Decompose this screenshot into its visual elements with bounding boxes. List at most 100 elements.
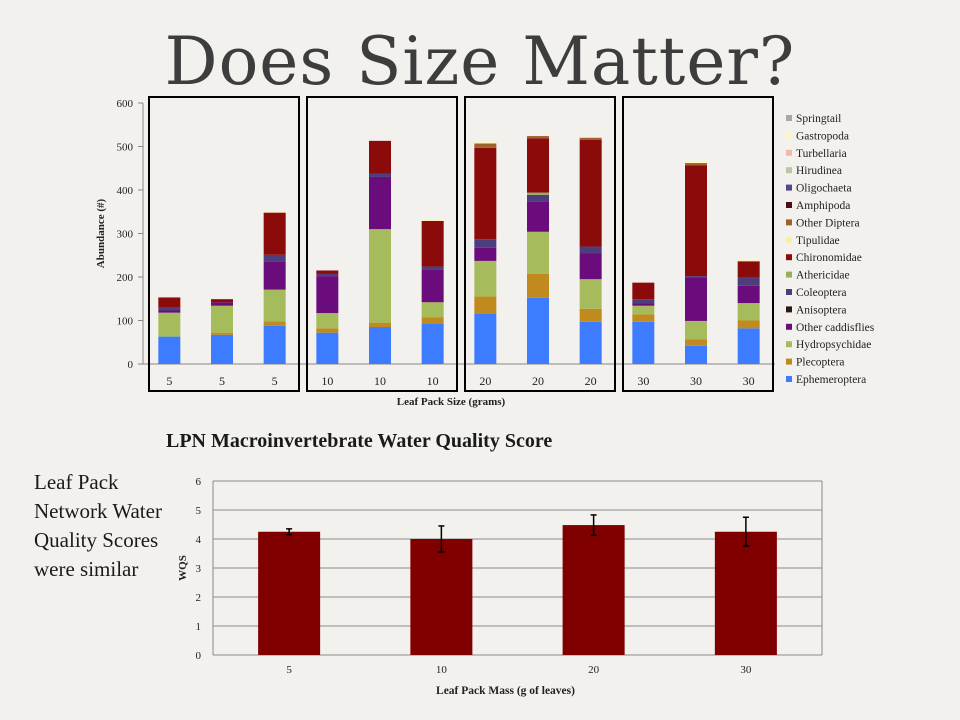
bar-segment-chironomidae [737, 261, 760, 277]
bar-segment-plecoptera [579, 308, 602, 322]
legend-entry: Amphipoda [796, 200, 850, 212]
legend-entry: Other caddisflies [796, 322, 875, 334]
bar-segment-ephemeroptera [474, 313, 497, 364]
bar-segment-hydropsychidae [737, 303, 760, 321]
bar-segment-chironomidae [685, 165, 707, 277]
bar-segment-other-caddisflies [369, 176, 391, 230]
bar-segment-hydropsychidae [369, 229, 391, 323]
legend-swatch [786, 115, 792, 121]
wqs-bar [562, 525, 625, 655]
x-tick-label: 5 [219, 374, 225, 388]
y-tick-label: 0 [196, 650, 202, 662]
bar-segment-ephemeroptera [263, 325, 286, 364]
bar-segment-plecoptera [737, 320, 760, 329]
y-tick-label: 1 [196, 621, 202, 633]
legend-swatch [786, 306, 792, 313]
bar-segment-chironomidae [369, 140, 391, 174]
legend-entry: Plecoptera [796, 357, 845, 369]
group-box [148, 96, 300, 392]
bar-segment-gastropoda [474, 141, 497, 144]
legend-entry: Athericidae [796, 270, 850, 282]
y-axis-label: Abundance (#) [95, 198, 107, 268]
bar-segment-plecoptera [527, 273, 549, 298]
bar-segment-coleoptera [316, 273, 339, 277]
bar-segment-other-caddisflies [632, 303, 655, 306]
legend-entry: Hirudinea [796, 165, 842, 177]
bar-segment-hydropsychidae [579, 279, 602, 309]
bar-segment-gastropoda [421, 219, 444, 221]
bar-segment-coleoptera [527, 194, 549, 202]
legend-entry: Ephemeroptera [796, 374, 866, 386]
legend-entry: Gastropoda [796, 130, 849, 142]
bar-segment-hydropsychidae [158, 312, 181, 337]
bar-segment-coleoptera [369, 173, 391, 177]
bar-segment-chironomidae [421, 220, 444, 267]
bar-segment-chironomidae [263, 212, 286, 255]
bar-segment-chironomidae [579, 139, 602, 247]
x-tick-label: 20 [532, 374, 544, 388]
legend-entry: Turbellaria [796, 148, 847, 160]
bar-segment-chironomidae [316, 270, 339, 274]
bar-segment-hydropsychidae [632, 305, 655, 315]
bar-segment-gastropoda [685, 160, 707, 164]
bar-segment-other-caddisflies [685, 277, 707, 321]
x-axis-label: Leaf Pack Size (grams) [397, 396, 506, 408]
bar-segment-ephemeroptera [316, 332, 339, 364]
legend-swatch [786, 254, 792, 261]
legend-entry: Hydropsychidae [796, 339, 871, 351]
bar-segment-chironomidae [632, 282, 655, 300]
bar-segment-hydropsychidae [211, 305, 233, 333]
bar-segment-other-caddisflies [263, 261, 286, 290]
bar-segment-plecoptera [685, 339, 707, 346]
bar-segment-athericidae [527, 192, 549, 195]
bar-segment-ephemeroptera [632, 321, 655, 364]
bar-segment-plecoptera [263, 321, 286, 326]
bar-segment-hydropsychidae [421, 302, 444, 318]
bar-segment-other-caddisflies [527, 201, 549, 232]
group-box [306, 96, 458, 392]
y-tick-label: 3 [196, 563, 202, 575]
legend-swatch [786, 219, 792, 226]
bar-segment-other-diptera [685, 163, 707, 166]
bar-segment-plecoptera [421, 317, 444, 324]
bar-segment-coleoptera [474, 239, 497, 248]
bar-segment-other-caddisflies [737, 285, 760, 304]
y-tick-label: 100 [117, 316, 134, 328]
bar-segment-ephemeroptera [579, 321, 602, 364]
x-tick-label: 5 [286, 664, 292, 676]
bar-segment-hydropsychidae [527, 231, 549, 274]
bar-segment-hydropsychidae [263, 289, 286, 322]
y-tick-label: 2 [196, 592, 202, 604]
legend-entry: Oligochaeta [796, 183, 852, 195]
group-box [464, 96, 616, 392]
bar-segment-other-diptera [474, 143, 497, 148]
bar-segment-ephemeroptera [369, 327, 391, 364]
x-tick-label: 30 [743, 374, 755, 388]
bar-segment-other-caddisflies [579, 253, 602, 280]
y-tick-label: 500 [117, 142, 134, 154]
x-tick-label: 10 [436, 664, 448, 676]
bar-segment-ephemeroptera [527, 297, 549, 364]
bar-segment-chironomidae [158, 297, 181, 308]
bar-segment-other-diptera [527, 136, 549, 139]
wqs-bar [714, 531, 777, 655]
legend-swatch [786, 202, 792, 208]
legend-entry: Other Diptera [796, 217, 860, 229]
legend-entry: Coleoptera [796, 287, 846, 299]
bar-segment-other-caddisflies [474, 247, 497, 261]
x-tick-label: 10 [374, 374, 386, 388]
y-tick-label: 5 [196, 505, 202, 517]
bar-segment-coleoptera [421, 266, 444, 270]
x-tick-label: 30 [637, 374, 649, 388]
bar-segment-other-caddisflies [421, 269, 444, 303]
x-tick-label: 5 [166, 374, 172, 388]
bar-segment-plecoptera [211, 332, 233, 335]
legend-entry: Tipulidae [796, 235, 840, 247]
y-tick-label: 6 [196, 476, 202, 488]
bar-segment-other-caddisflies [158, 310, 181, 313]
bar-segment-coleoptera [263, 254, 286, 262]
y-tick-label: 4 [196, 534, 202, 546]
bar-segment-plecoptera [369, 322, 391, 328]
legend-swatch [786, 184, 792, 191]
